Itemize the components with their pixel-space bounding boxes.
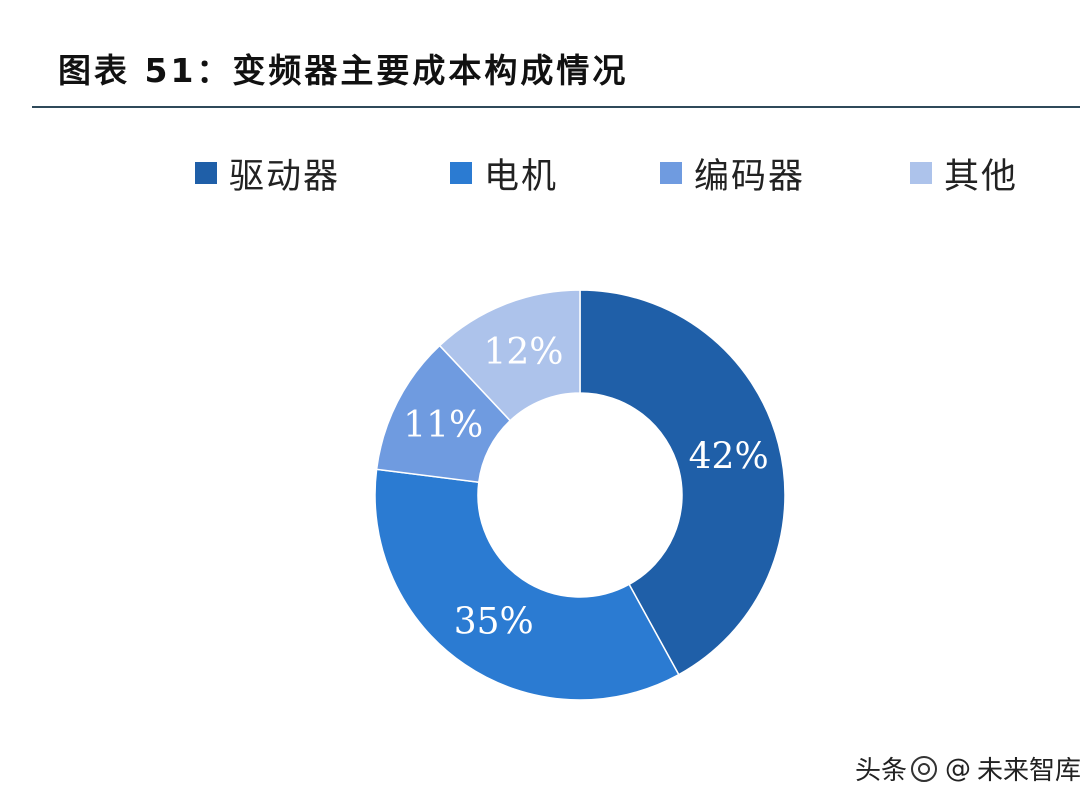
legend-label-other: 其他 (944, 156, 1019, 197)
slice-label-motor: 35% (454, 601, 534, 642)
chart-title: 图表 51：变频器主要成本构成情况 (58, 51, 629, 90)
slice-other (438, 289, 581, 422)
watermark-at: @ (945, 753, 972, 784)
slice-label-driver: 42% (689, 436, 769, 477)
legend-swatch-motor (450, 162, 472, 184)
title-divider (32, 106, 1080, 108)
donut-chart: 42% 35% 11%12% (374, 289, 786, 701)
legend-item-encoder: 编码器 (660, 148, 805, 198)
legend-item-motor: 电机 (450, 148, 558, 198)
watermark: 头条 @ 未来智库 (855, 750, 1080, 787)
slice-label-encoder: 11% (403, 405, 483, 446)
legend-swatch-encoder (660, 162, 682, 184)
legend-swatch-driver (195, 162, 217, 184)
slice-motor (374, 468, 680, 701)
watermark-source: 头条 (855, 756, 908, 786)
watermark-author: 未来智库 (977, 756, 1080, 786)
chart-legend: 驱动器 电机 编码器 其他 (195, 148, 1055, 198)
legend-item-other: 其他 (910, 148, 1018, 198)
legend-label-driver: 驱动器 (229, 156, 341, 197)
legend-item-driver: 驱动器 (195, 148, 340, 198)
slice-label-other: 12% (483, 332, 563, 373)
legend-swatch-other (910, 162, 932, 184)
legend-label-encoder: 编码器 (694, 156, 806, 197)
slice-driver (579, 289, 786, 676)
legend-label-motor: 电机 (484, 156, 559, 197)
wechat-icon (911, 755, 938, 782)
